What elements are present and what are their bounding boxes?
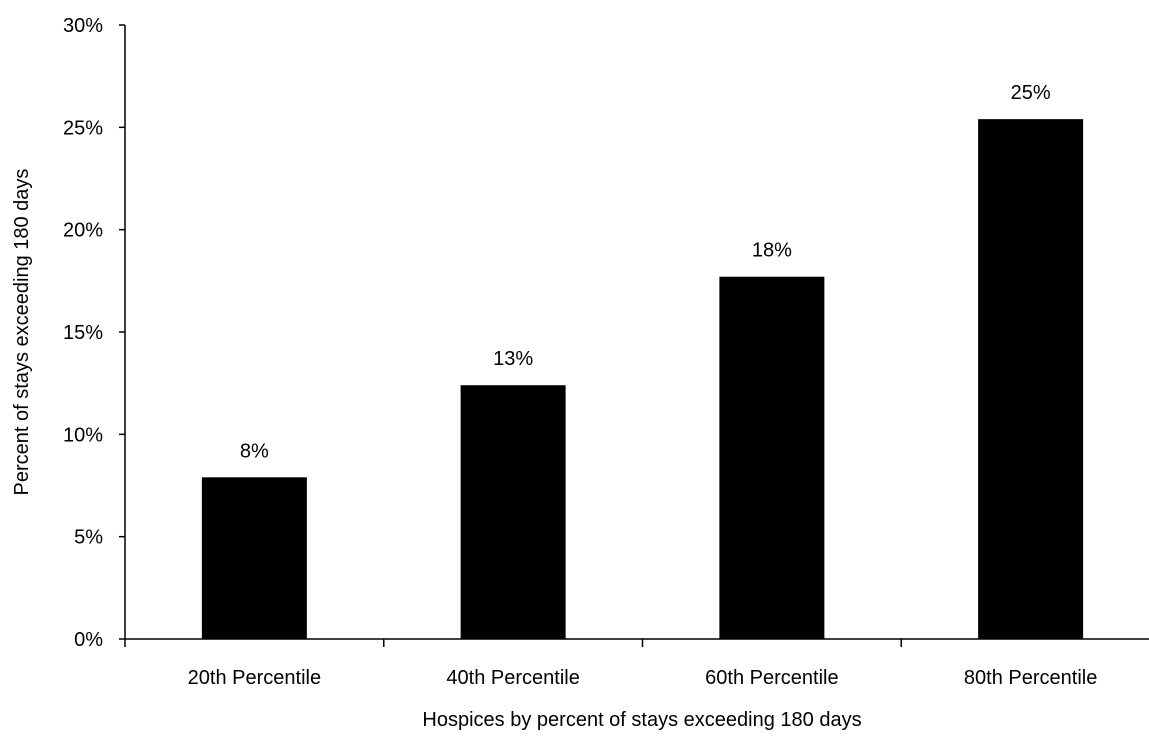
x-ticks: 20th Percentile 40th Percentile 60th Perce… — [124, 639, 1097, 689]
y-tick-label: 30% — [63, 15, 103, 37]
bar-data-label: 8% — [240, 440, 269, 462]
x-tick-label: 60th Percentile — [705, 667, 838, 689]
x-tick-label: 40th Percentile — [446, 667, 579, 689]
y-tick-label: 5% — [74, 527, 103, 549]
y-ticks: 0% 5% 10% 15% 20% 25% 30% — [63, 15, 125, 651]
bar — [978, 119, 1084, 639]
bar — [201, 477, 307, 639]
y-tick-label: 0% — [74, 629, 103, 651]
bar-data-label: 25% — [1011, 82, 1051, 104]
y-tick-label: 10% — [63, 424, 103, 446]
y-tick-label: 15% — [63, 322, 103, 344]
bar — [460, 385, 566, 639]
bar-data-label: 13% — [493, 348, 533, 370]
y-axis-title: Percent of stays exceeding 180 days — [11, 169, 33, 496]
x-tick-label: 20th Percentile — [188, 667, 321, 689]
bar — [719, 276, 825, 639]
data-labels: 8% 13% 18% 25% — [240, 82, 1051, 462]
y-tick-label: 25% — [63, 117, 103, 139]
x-axis-title: Hospices by percent of stays exceeding 1… — [422, 709, 861, 731]
x-tick-label: 80th Percentile — [964, 667, 1097, 689]
bars-layer — [201, 119, 1084, 639]
y-tick-label: 20% — [63, 220, 103, 242]
bar-data-label: 18% — [752, 240, 792, 262]
